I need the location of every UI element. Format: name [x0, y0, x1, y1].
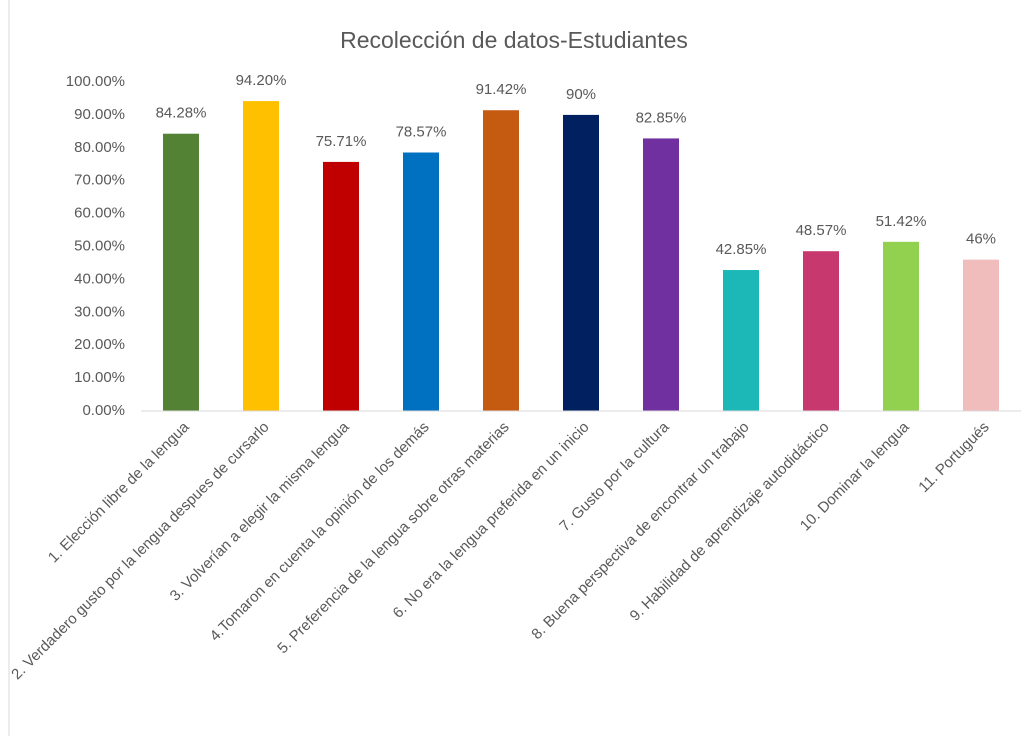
y-tick-label: 40.00%: [74, 270, 125, 287]
bar: [163, 133, 199, 411]
data-label: 48.57%: [796, 222, 847, 239]
y-tick-label: 10.00%: [74, 369, 125, 386]
bar: [803, 251, 839, 411]
y-tick-label: 50.00%: [74, 237, 125, 254]
data-label: 46%: [966, 231, 996, 248]
bar: [403, 152, 439, 411]
bar: [883, 241, 919, 411]
bar: [323, 161, 359, 411]
bar: [643, 138, 679, 411]
data-label: 82.85%: [636, 109, 687, 126]
data-label: 42.85%: [716, 241, 767, 258]
y-tick-label: 20.00%: [74, 336, 125, 353]
data-label: 94.20%: [236, 72, 287, 89]
data-label: 51.42%: [876, 213, 927, 230]
y-tick-label: 100.00%: [66, 73, 125, 90]
y-tick-label: 90.00%: [74, 106, 125, 123]
data-label: 75.71%: [316, 133, 367, 150]
chart-title: Recolección de datos-Estudiantes: [340, 27, 688, 53]
bar: [723, 270, 759, 411]
bar: [483, 110, 519, 411]
data-label: 90%: [566, 86, 596, 103]
data-label: 91.42%: [476, 81, 527, 98]
bar: [963, 259, 999, 411]
y-tick-label: 0.00%: [82, 402, 125, 419]
y-tick-label: 70.00%: [74, 172, 125, 189]
data-label: 78.57%: [396, 123, 447, 140]
y-tick-label: 80.00%: [74, 139, 125, 156]
bar: [563, 114, 599, 412]
data-label: 84.28%: [156, 105, 207, 122]
y-tick-label: 30.00%: [74, 303, 125, 320]
y-tick-label: 60.00%: [74, 205, 125, 222]
bar: [243, 101, 279, 411]
